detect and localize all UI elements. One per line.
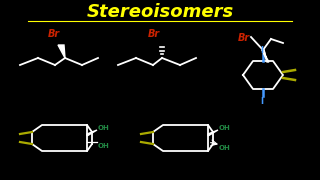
Polygon shape: [262, 50, 267, 61]
Text: I: I: [260, 97, 263, 106]
Text: Br: Br: [148, 29, 160, 39]
Polygon shape: [58, 45, 65, 58]
Text: Br: Br: [48, 29, 60, 39]
Text: Br: Br: [238, 33, 250, 43]
Text: OH: OH: [98, 143, 110, 149]
Polygon shape: [208, 130, 218, 136]
Text: Stereoisomers: Stereoisomers: [86, 3, 234, 21]
Polygon shape: [87, 130, 97, 136]
Text: OH: OH: [219, 145, 231, 151]
Text: OH: OH: [219, 125, 231, 131]
Text: I: I: [260, 46, 263, 55]
Text: OH: OH: [98, 125, 110, 131]
Polygon shape: [262, 50, 269, 62]
